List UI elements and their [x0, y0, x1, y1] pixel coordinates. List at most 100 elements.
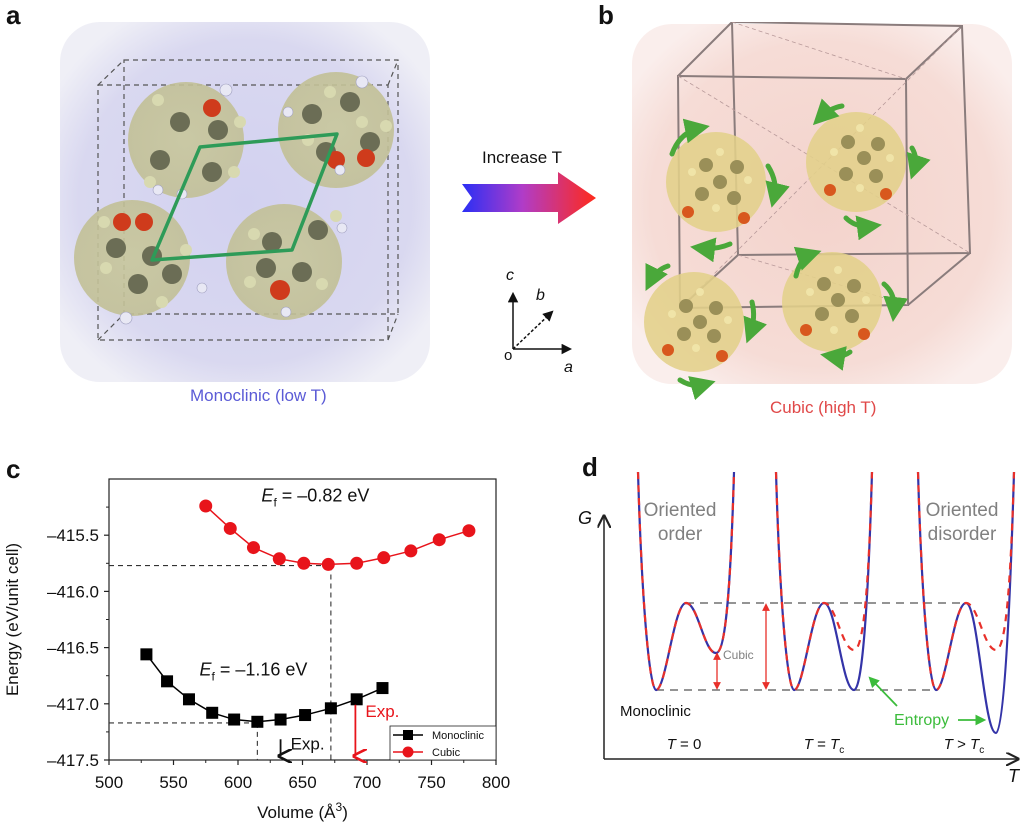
experimental-label: Exp. [365, 702, 399, 721]
x-tick-label: 750 [417, 773, 445, 792]
a-axis-label: a [564, 359, 573, 376]
cubic-point [462, 524, 476, 538]
molecule-3 [644, 272, 744, 372]
monoclinic-point [299, 709, 312, 722]
g-axis-label: G [578, 508, 592, 528]
rotation-arrow [743, 299, 767, 344]
formation-energy-label: Ef = –0.82 eV [261, 485, 369, 509]
rotation-arrow [843, 215, 882, 241]
cubic-point [223, 521, 237, 535]
legend-marker [402, 746, 414, 758]
monoclinic-point [324, 702, 337, 715]
t-axis-label: T [1008, 766, 1021, 786]
rotation-arrow [812, 98, 845, 126]
cubic-point [199, 499, 213, 513]
cubic-line [205, 505, 470, 566]
x-tick-label: 500 [95, 773, 123, 792]
oriented-order-label: order [658, 524, 703, 545]
rotation-arrow [645, 262, 671, 291]
monoclinic-point [228, 713, 241, 726]
monoclinic-state-label: Monoclinic [620, 703, 691, 720]
monoclinic-point [376, 682, 389, 695]
cubic-point [321, 557, 335, 571]
oriented-disorder-label: disorder [928, 524, 997, 545]
cubic-state-label: Cubic [723, 648, 754, 662]
free-energy-curve-dashed [916, 471, 1016, 692]
free-energy-diagram: G T Oriented order Oriented disorder Cubic Mono… [578, 471, 1021, 786]
cubic-point [350, 556, 364, 570]
monoclinic-point [350, 693, 363, 706]
y-tick-label: –416.5 [47, 639, 99, 658]
panel-b-caption: Cubic (high T) [770, 398, 877, 417]
y-tick-label: –415.5 [47, 526, 99, 545]
free-energy-curve-dashed [774, 471, 874, 692]
b-axis-arrow [512, 310, 554, 350]
energy-volume-chart: 500 550 600 650 700 750 800 –415.5 –416.0 –416.5 –… [3, 478, 510, 822]
temperature-condition-label: T > Tc [944, 736, 984, 756]
b-axis-label: b [536, 287, 545, 304]
rotation-arrow [793, 246, 822, 279]
c-axis-label: c [506, 267, 514, 284]
rotating-molecules [644, 112, 906, 372]
molecule-4 [226, 204, 342, 320]
x-axis-label: Volume (Å3) [257, 800, 348, 822]
free-energy-curve-dashed [636, 471, 736, 692]
legend-label: Cubic [432, 747, 461, 759]
increase-t-label: Increase T [482, 148, 563, 167]
oriented-disorder-label: Oriented [926, 500, 999, 521]
atoms [98, 75, 392, 325]
x-tick-label: 800 [482, 773, 510, 792]
axes-triad: c b a o [504, 267, 573, 376]
x-tick-label: 550 [159, 773, 187, 792]
molecule-1 [666, 132, 766, 232]
cubic-point [246, 541, 260, 555]
y-tick-label: –417.5 [47, 751, 99, 770]
monoclinic-point [161, 675, 174, 688]
panel-label-c: c [6, 454, 21, 484]
panel-a-crystal [60, 22, 430, 382]
x-tick-label: 600 [224, 773, 252, 792]
rotation-arrow [677, 376, 716, 401]
monoclinic-cell-outline [150, 132, 339, 262]
panel-label-b: b [598, 0, 614, 30]
entropy-arrow [868, 676, 898, 707]
legend-marker [403, 730, 413, 740]
legend-label: Monoclinic [432, 730, 484, 742]
formation-energy-label: Ef = –1.16 eV [200, 660, 308, 684]
cubic-point [297, 556, 311, 570]
monoclinic-point [140, 648, 153, 661]
monoclinic-point [206, 706, 219, 719]
cubic-point [272, 552, 286, 566]
cubic-point [404, 544, 418, 558]
molecule-2 [806, 112, 906, 212]
unit-cell-box [97, 59, 399, 341]
entropy-label: Entropy [894, 712, 949, 729]
monoclinic-point [274, 713, 287, 726]
rotation-arrow [669, 118, 710, 157]
panel-label-d: d [582, 452, 598, 482]
rotation-arrow [906, 145, 931, 180]
experimental-label: Exp. [291, 734, 325, 753]
panel-label-a: a [6, 0, 21, 30]
cubic-point [377, 551, 391, 565]
x-tick-label: 700 [353, 773, 381, 792]
rotation-arrows [645, 98, 931, 401]
x-tick-label: 650 [288, 773, 316, 792]
free-energy-curve-solid [774, 471, 874, 692]
molecule-3 [74, 200, 190, 316]
rotation-arrow [690, 237, 733, 263]
increase-t-arrow [462, 172, 596, 224]
y-tick-label: –416.0 [47, 582, 99, 601]
rotation-arrow [881, 281, 909, 322]
monoclinic-point [182, 693, 195, 706]
cubic-point [432, 533, 446, 547]
panel-b-crystal [632, 22, 1012, 401]
panel-a-caption: Monoclinic (low T) [190, 386, 327, 405]
panel-a-background [60, 22, 430, 382]
origin-label: o [504, 347, 512, 364]
temperature-condition-label: T = Tc [804, 736, 844, 756]
y-tick-label: –417.0 [47, 695, 99, 714]
temperature-condition-label: T = 0 [667, 736, 702, 753]
rotation-arrow [765, 163, 790, 208]
oriented-order-label: Oriented [644, 500, 717, 521]
